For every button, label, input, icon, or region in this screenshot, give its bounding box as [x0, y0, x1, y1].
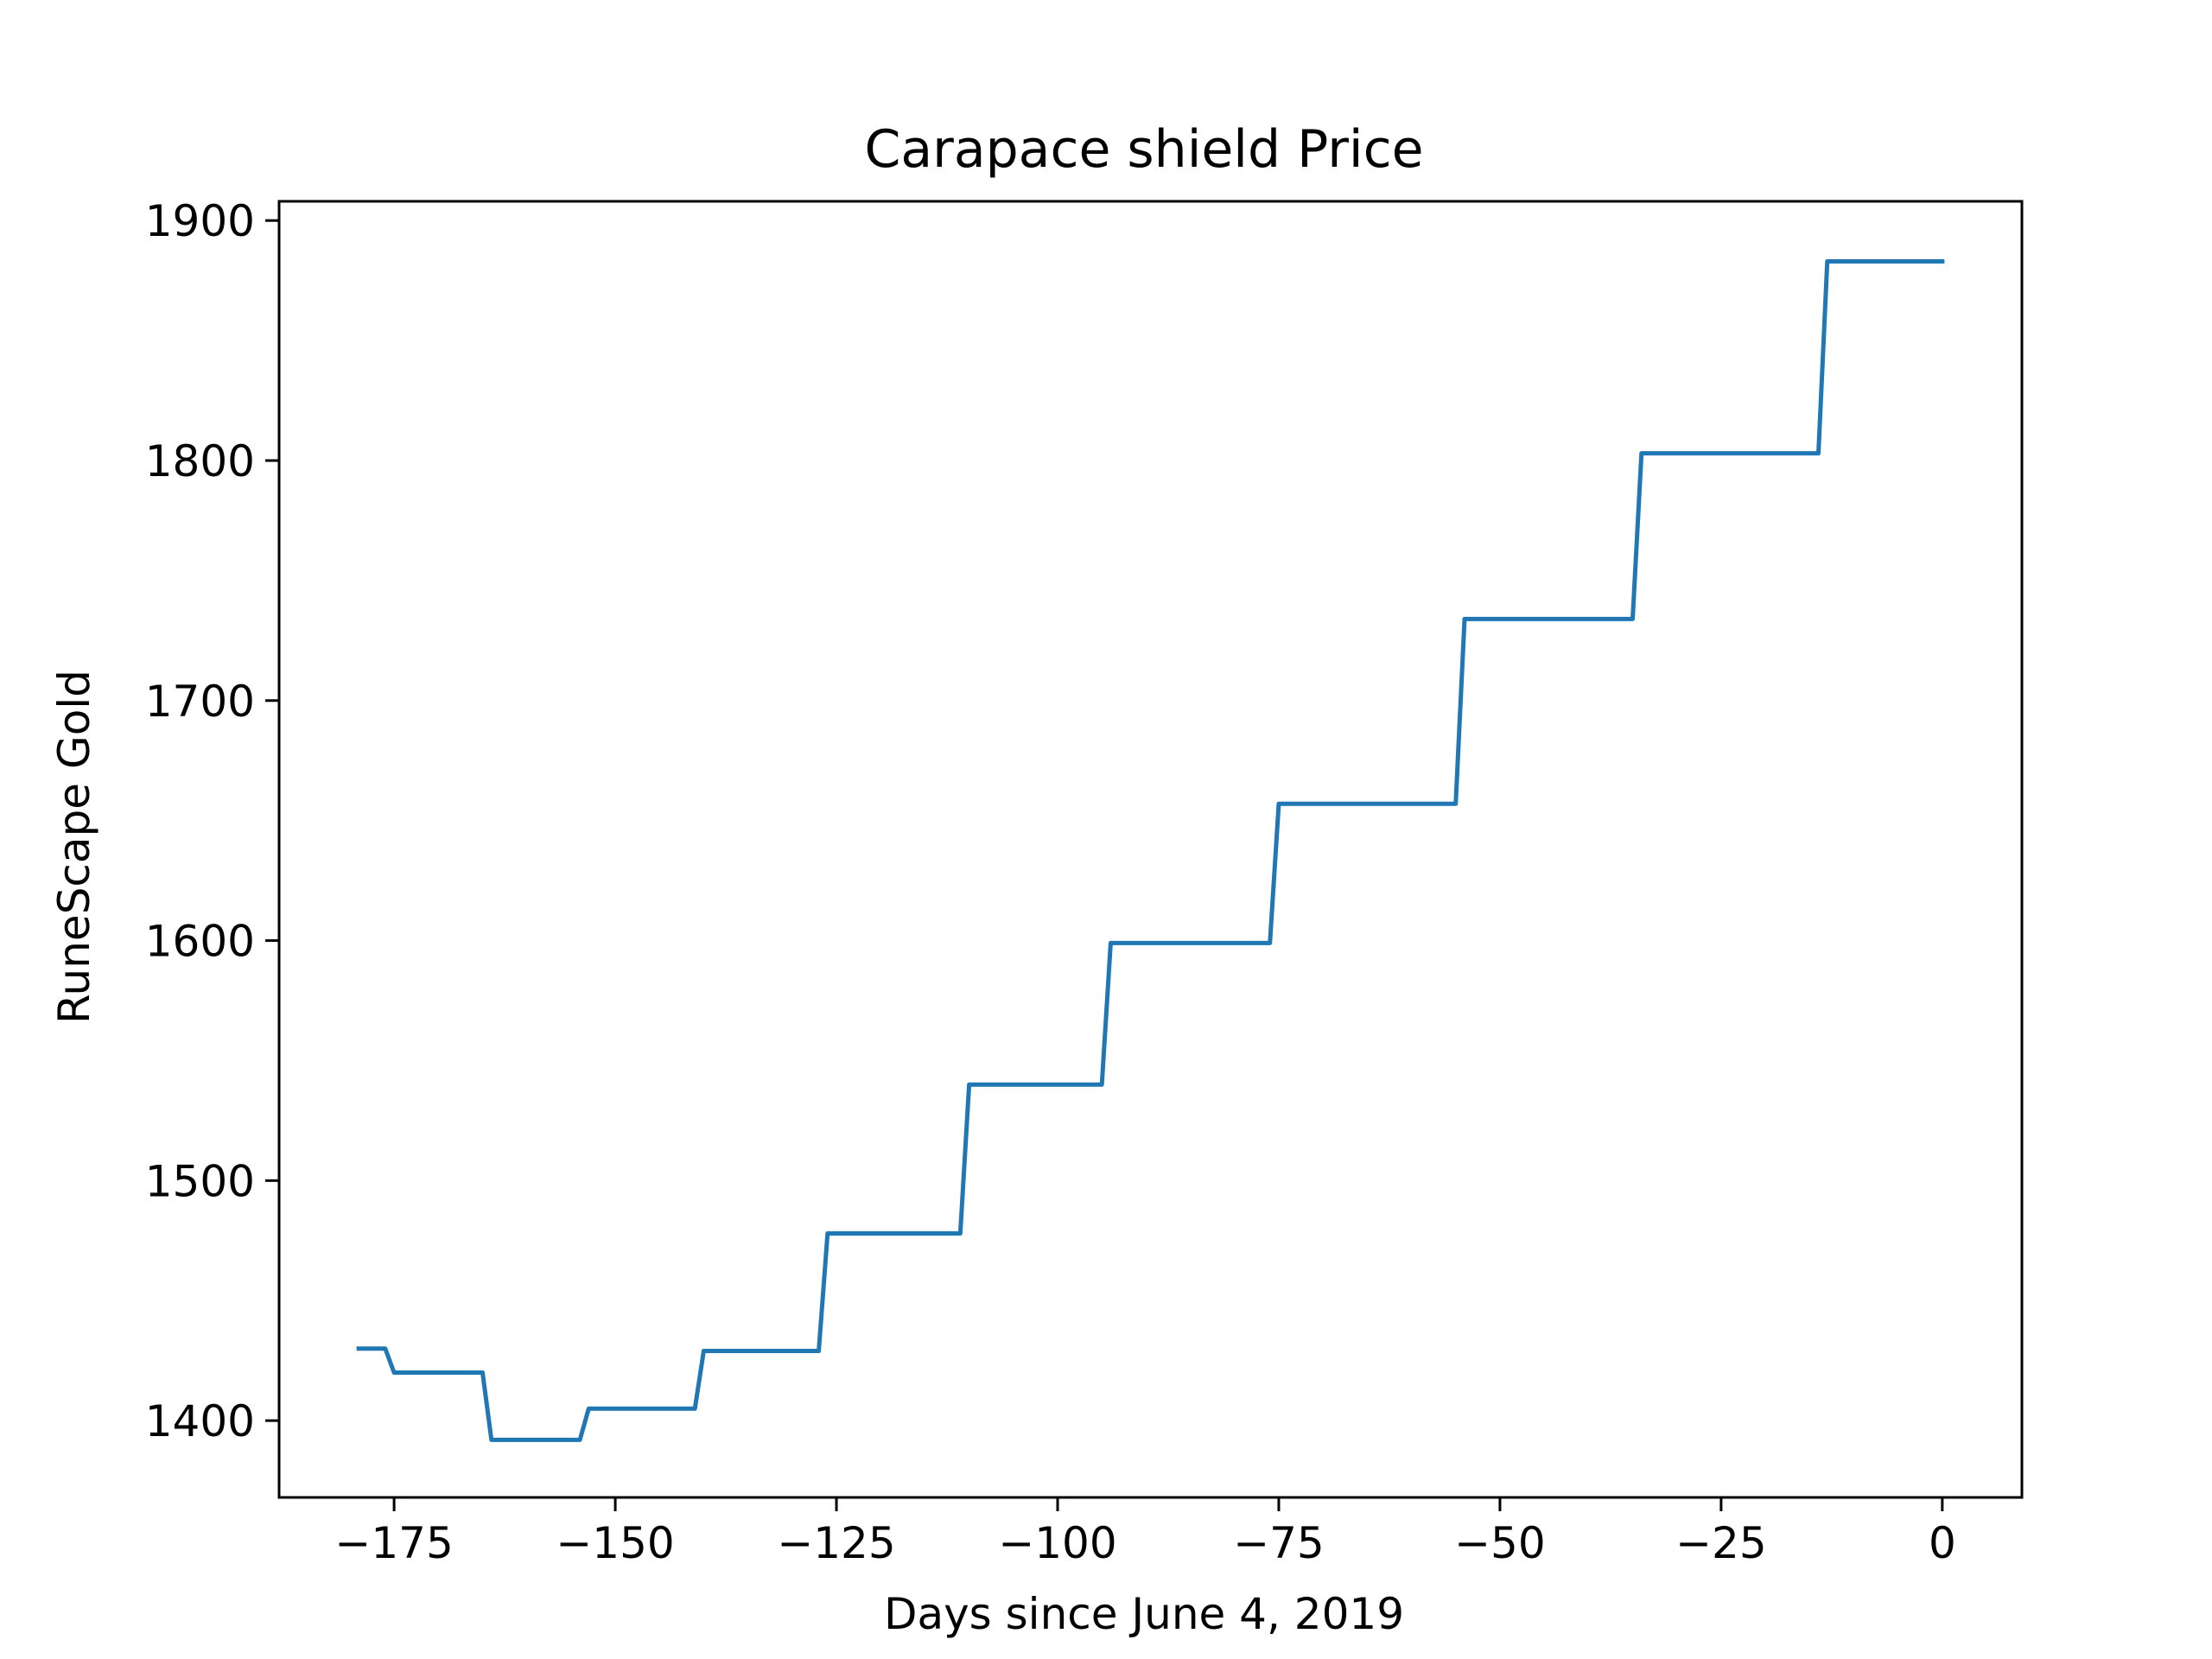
x-tick-label: 0	[1929, 1518, 1956, 1568]
y-axis-ticks: 1400 1500 1600 1700 1800 1900	[145, 196, 279, 1446]
y-tick-label: 1400	[145, 1396, 255, 1446]
x-axis-ticks: −175 −150 −125 −100 −75 −50 −25 0	[334, 1497, 1956, 1568]
y-axis-label: RuneScape Gold	[49, 670, 99, 1024]
axes-frame	[277, 200, 2024, 1499]
x-tick-label: −75	[1233, 1518, 1325, 1568]
y-tick-label: 1800	[145, 436, 255, 486]
x-axis-label: Days since June 4, 2019	[884, 1589, 1404, 1639]
x-tick-label: −25	[1675, 1518, 1767, 1568]
plot-area	[277, 200, 2024, 1499]
chart-title: Carapace shield Price	[865, 119, 1424, 180]
x-tick-label: −150	[556, 1518, 674, 1568]
x-tick-label: −100	[998, 1518, 1116, 1568]
x-tick-label: −175	[334, 1518, 453, 1568]
y-tick-label: 1600	[145, 917, 255, 967]
y-tick-label: 1500	[145, 1156, 255, 1206]
series-line-0	[356, 258, 1945, 1442]
x-tick-label: −125	[777, 1518, 895, 1568]
y-tick-label: 1900	[145, 196, 255, 246]
y-tick-label: 1700	[145, 677, 255, 727]
x-tick-label: −50	[1454, 1518, 1546, 1568]
